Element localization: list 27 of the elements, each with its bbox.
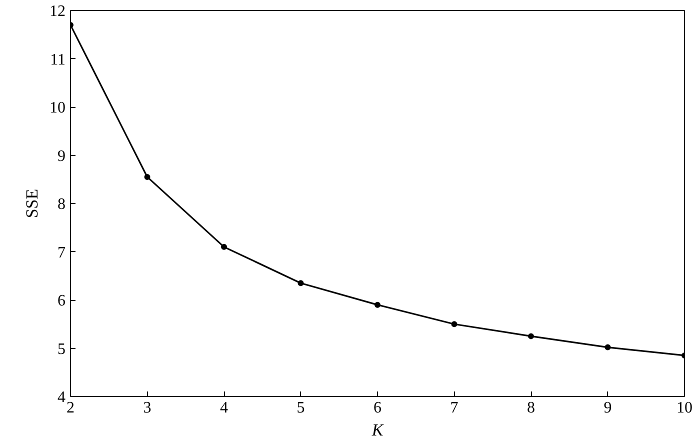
x-tick-label: 6 [374, 400, 382, 416]
point [451, 321, 458, 328]
y-tick-label: 9 [58, 148, 66, 165]
y-tick-label: 10 [50, 100, 66, 116]
x-axis-title: K [370, 420, 385, 440]
y-tick-label: 7 [58, 244, 66, 262]
point [221, 244, 227, 250]
y-tick-label: 8 [58, 196, 66, 213]
x-tick-label: 3 [143, 400, 152, 416]
x-tick-label: 10 [676, 400, 692, 416]
y-tick-label: 6 [58, 292, 66, 310]
point [374, 302, 380, 308]
point [144, 174, 150, 180]
x-tick-label: 5 [296, 400, 305, 416]
x-tick-label: 4 [220, 400, 228, 416]
x-tick-label: 8 [527, 400, 535, 416]
x-tick-label: 2 [66, 400, 74, 416]
y-tick-label: 12 [50, 3, 66, 20]
y-tick-label: 4 [58, 389, 66, 406]
y-tick-label: 11 [50, 51, 66, 68]
point [604, 344, 611, 350]
point [528, 333, 534, 340]
x-tick-label: 7 [450, 400, 458, 416]
point [298, 280, 304, 286]
x-tick-label: 9 [604, 400, 612, 416]
y-axis-title: SSE [22, 188, 42, 218]
y-tick-label: 5 [58, 340, 66, 358]
